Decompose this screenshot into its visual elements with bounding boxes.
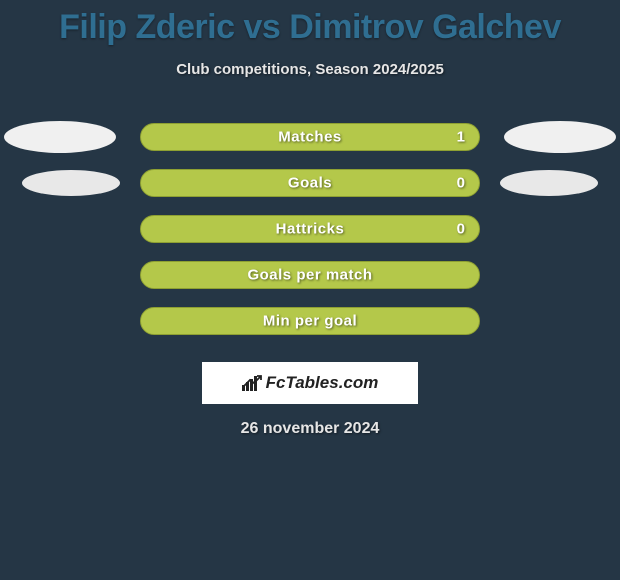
- date-line: 26 november 2024: [0, 420, 620, 438]
- logo-chart-icon: [242, 375, 262, 391]
- stat-value: 0: [457, 221, 465, 238]
- stat-value: 0: [457, 175, 465, 192]
- page-root: Filip Zderic vs Dimitrov Galchev Club co…: [0, 0, 620, 580]
- stat-label: Matches: [141, 129, 479, 146]
- stat-label: Hattricks: [141, 221, 479, 238]
- stat-rows: Matches 1 Goals 0 Hattricks 0 Goals per …: [0, 114, 620, 344]
- stat-row-min-per-goal: Min per goal: [0, 298, 620, 344]
- vs-label: vs: [243, 8, 280, 46]
- stat-value: 1: [457, 129, 465, 146]
- stat-row-goals-per-match: Goals per match: [0, 252, 620, 298]
- stat-bar: Goals 0: [140, 169, 480, 197]
- stat-row-matches: Matches 1: [0, 114, 620, 160]
- player2-name: Dimitrov Galchev: [289, 8, 561, 46]
- logo-box: FcTables.com: [202, 362, 418, 404]
- stat-label: Goals: [141, 175, 479, 192]
- page-title: Filip Zderic vs Dimitrov Galchev: [0, 0, 620, 47]
- indicator-right: [500, 170, 598, 196]
- indicator-left: [4, 121, 116, 153]
- stat-label: Min per goal: [141, 313, 479, 330]
- logo: FcTables.com: [242, 373, 379, 393]
- indicator-right: [504, 121, 616, 153]
- stat-label: Goals per match: [141, 267, 479, 284]
- stat-row-goals: Goals 0: [0, 160, 620, 206]
- stat-bar: Goals per match: [140, 261, 480, 289]
- logo-text: FcTables.com: [266, 373, 379, 393]
- logo-arrow-icon: [242, 375, 262, 389]
- stat-row-hattricks: Hattricks 0: [0, 206, 620, 252]
- stat-bar: Matches 1: [140, 123, 480, 151]
- player1-name: Filip Zderic: [59, 8, 234, 46]
- stat-bar: Hattricks 0: [140, 215, 480, 243]
- stat-bar: Min per goal: [140, 307, 480, 335]
- subtitle: Club competitions, Season 2024/2025: [0, 61, 620, 78]
- indicator-left: [22, 170, 120, 196]
